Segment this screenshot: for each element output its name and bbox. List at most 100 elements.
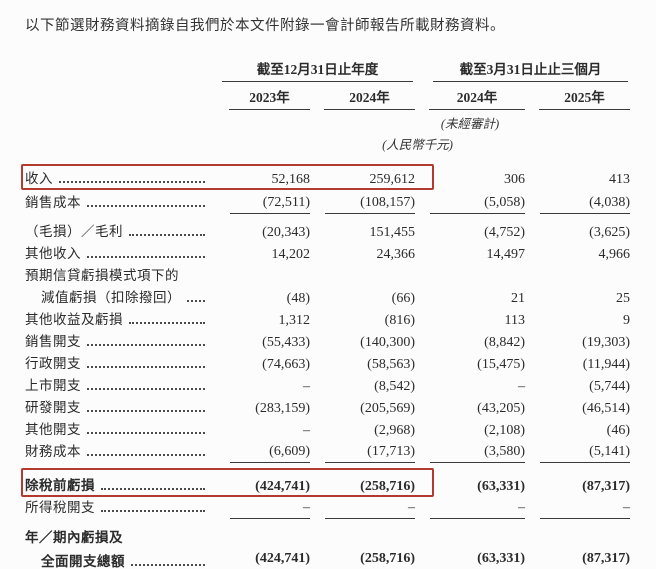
cell-value: 14,497 [486, 247, 526, 262]
dot-leader [87, 454, 205, 456]
dot-leader [101, 510, 205, 512]
dot-leader [87, 344, 205, 346]
cell-q1-2025 [525, 525, 630, 549]
row-label: 研發開支 [25, 396, 215, 419]
cell-q1-2025: (19,303) [525, 331, 630, 353]
cell-value: (424,741) [230, 551, 310, 569]
period-group-annual-label: 截至12月31日止年度 [222, 58, 413, 82]
cell-q1-2025: (4,038) [525, 190, 630, 214]
row-label-text: 銷售成本 [25, 195, 81, 210]
cell-fy2024: 259,612 [310, 166, 416, 190]
cell-fy2023: – [215, 375, 310, 397]
intro-text: 以下節選財務資料摘錄自我們於本文件附錄一會計師報告所載財務資料。 [25, 18, 505, 34]
cell-value: 21 [511, 291, 525, 306]
cell-value: (66) [391, 291, 415, 306]
table-row: 上市開支 – (8,542) – (5,744) [25, 375, 630, 397]
dot-leader [101, 488, 205, 490]
cell-fy2024 [310, 525, 415, 549]
cell-value: 151,455 [369, 225, 416, 240]
row-label-text: 全面開支總額 [41, 554, 125, 569]
row-label: 行政開支 [25, 352, 215, 375]
cell-q1-2025: (3,625) [525, 221, 630, 243]
row-label: 上市開支 [25, 374, 215, 397]
cell-value: (108,157) [325, 195, 415, 214]
col-header-2025-q1: 2025年 [525, 86, 630, 110]
cell-q1-2025: (5,141) [525, 441, 630, 463]
period-group-quarterly-label: 截至3月31日止止三個月 [433, 58, 628, 82]
cell-q1-2025: (87,317) [525, 470, 630, 497]
cell-value: (2,108) [484, 423, 525, 438]
cell-q1-2024: – [415, 497, 525, 519]
dot-leader [87, 366, 205, 368]
cell-value: (140,300) [360, 335, 415, 350]
table-row: 所得稅開支 – – – – [25, 497, 630, 519]
cell-value: (55,433) [262, 335, 310, 350]
cell-q1-2025: (5,744) [525, 375, 630, 397]
cell-value: (4,752) [484, 225, 525, 240]
cell-value: 25 [616, 291, 630, 306]
table-row: 其他收入 14,202 24,366 14,497 4,966 [25, 243, 630, 265]
row-label-text: 其他開支 [25, 422, 81, 437]
row-label-text: 行政開支 [25, 356, 81, 371]
cell-fy2024: – [310, 497, 415, 519]
table-row: 銷售成本 (72,511) (108,157) (5,058) (4,038) [25, 190, 630, 214]
row-label: 其他開支 [25, 418, 215, 441]
cell-q1-2024: (43,205) [415, 397, 525, 419]
cell-fy2023: (6,609) [215, 441, 310, 463]
cell-value: (258,716) [360, 479, 415, 494]
cell-value: 24,366 [376, 247, 416, 262]
currency-note: (人民幣千元) [382, 138, 453, 152]
cell-q1-2025: (11,944) [525, 353, 630, 375]
row-label: （毛損）／毛利 [25, 220, 215, 243]
cell-fy2023: (424,741) [215, 470, 310, 497]
cell-q1-2024 [415, 525, 525, 549]
row-label: 全面開支總額 [25, 550, 215, 569]
row-label: 除稅前虧損 [25, 474, 215, 497]
cell-value: – [303, 423, 310, 438]
cell-value: 1,312 [278, 313, 311, 328]
dot-leader [87, 410, 205, 412]
dot-leader [87, 256, 205, 258]
cell-value: (20,343) [262, 225, 310, 240]
row-label: 銷售開支 [25, 330, 215, 353]
cell-value: (5,744) [589, 379, 630, 394]
period-group-annual: 截至12月31日止年度 [215, 58, 415, 82]
table-row: 財務成本 (6,609) (17,713) (3,580) (5,141) [25, 441, 630, 463]
table-row: 行政開支 (74,663) (58,563) (15,475) (11,944) [25, 353, 630, 375]
cell-fy2024: 24,366 [310, 243, 416, 265]
table-row: 全面開支總額 (424,741) (258,716) (63,331) (87,317) [25, 549, 630, 569]
cell-value: 4,966 [598, 247, 631, 262]
row-label-text: 其他收益及虧損 [25, 312, 123, 327]
dot-leader [187, 300, 205, 302]
cell-value: (63,331) [430, 551, 525, 569]
row-label: 財務成本 [25, 440, 215, 463]
cell-fy2024: (66) [310, 287, 415, 309]
cell-fy2023 [215, 265, 310, 287]
table-row: （毛損）／毛利 (20,343) 151,455 (4,752) (3,625) [25, 221, 630, 243]
cell-value: (19,303) [582, 335, 630, 350]
cell-value: (43,205) [477, 401, 525, 416]
dot-leader [129, 234, 205, 236]
cell-value: (3,625) [589, 225, 630, 240]
cell-q1-2024: (63,331) [415, 470, 525, 497]
row-label: 其他收益及虧損 [25, 308, 215, 331]
cell-value: (3,580) [430, 444, 525, 463]
cell-fy2023: (74,663) [215, 353, 310, 375]
row-label-text: 減值虧損（扣除撥回） [41, 290, 181, 305]
cell-value: (63,331) [477, 479, 525, 494]
cell-q1-2024: – [415, 375, 525, 397]
row-label-text: 收入 [25, 171, 53, 186]
row-label-text: 除稅前虧損 [25, 478, 95, 493]
cell-q1-2025: (87,317) [525, 549, 630, 569]
cell-value: 259,612 [369, 172, 416, 187]
cell-fy2023: (283,159) [215, 397, 310, 419]
cell-value: – [540, 500, 630, 519]
cell-fy2023: (424,741) [215, 549, 310, 569]
cell-value: 14,202 [271, 247, 311, 262]
cell-fy2023 [215, 525, 310, 549]
row-label: 其他收入 [25, 242, 215, 265]
cell-value: (11,944) [582, 357, 630, 372]
cell-value: 9 [623, 313, 630, 328]
cell-q1-2024: (8,842) [415, 331, 525, 353]
